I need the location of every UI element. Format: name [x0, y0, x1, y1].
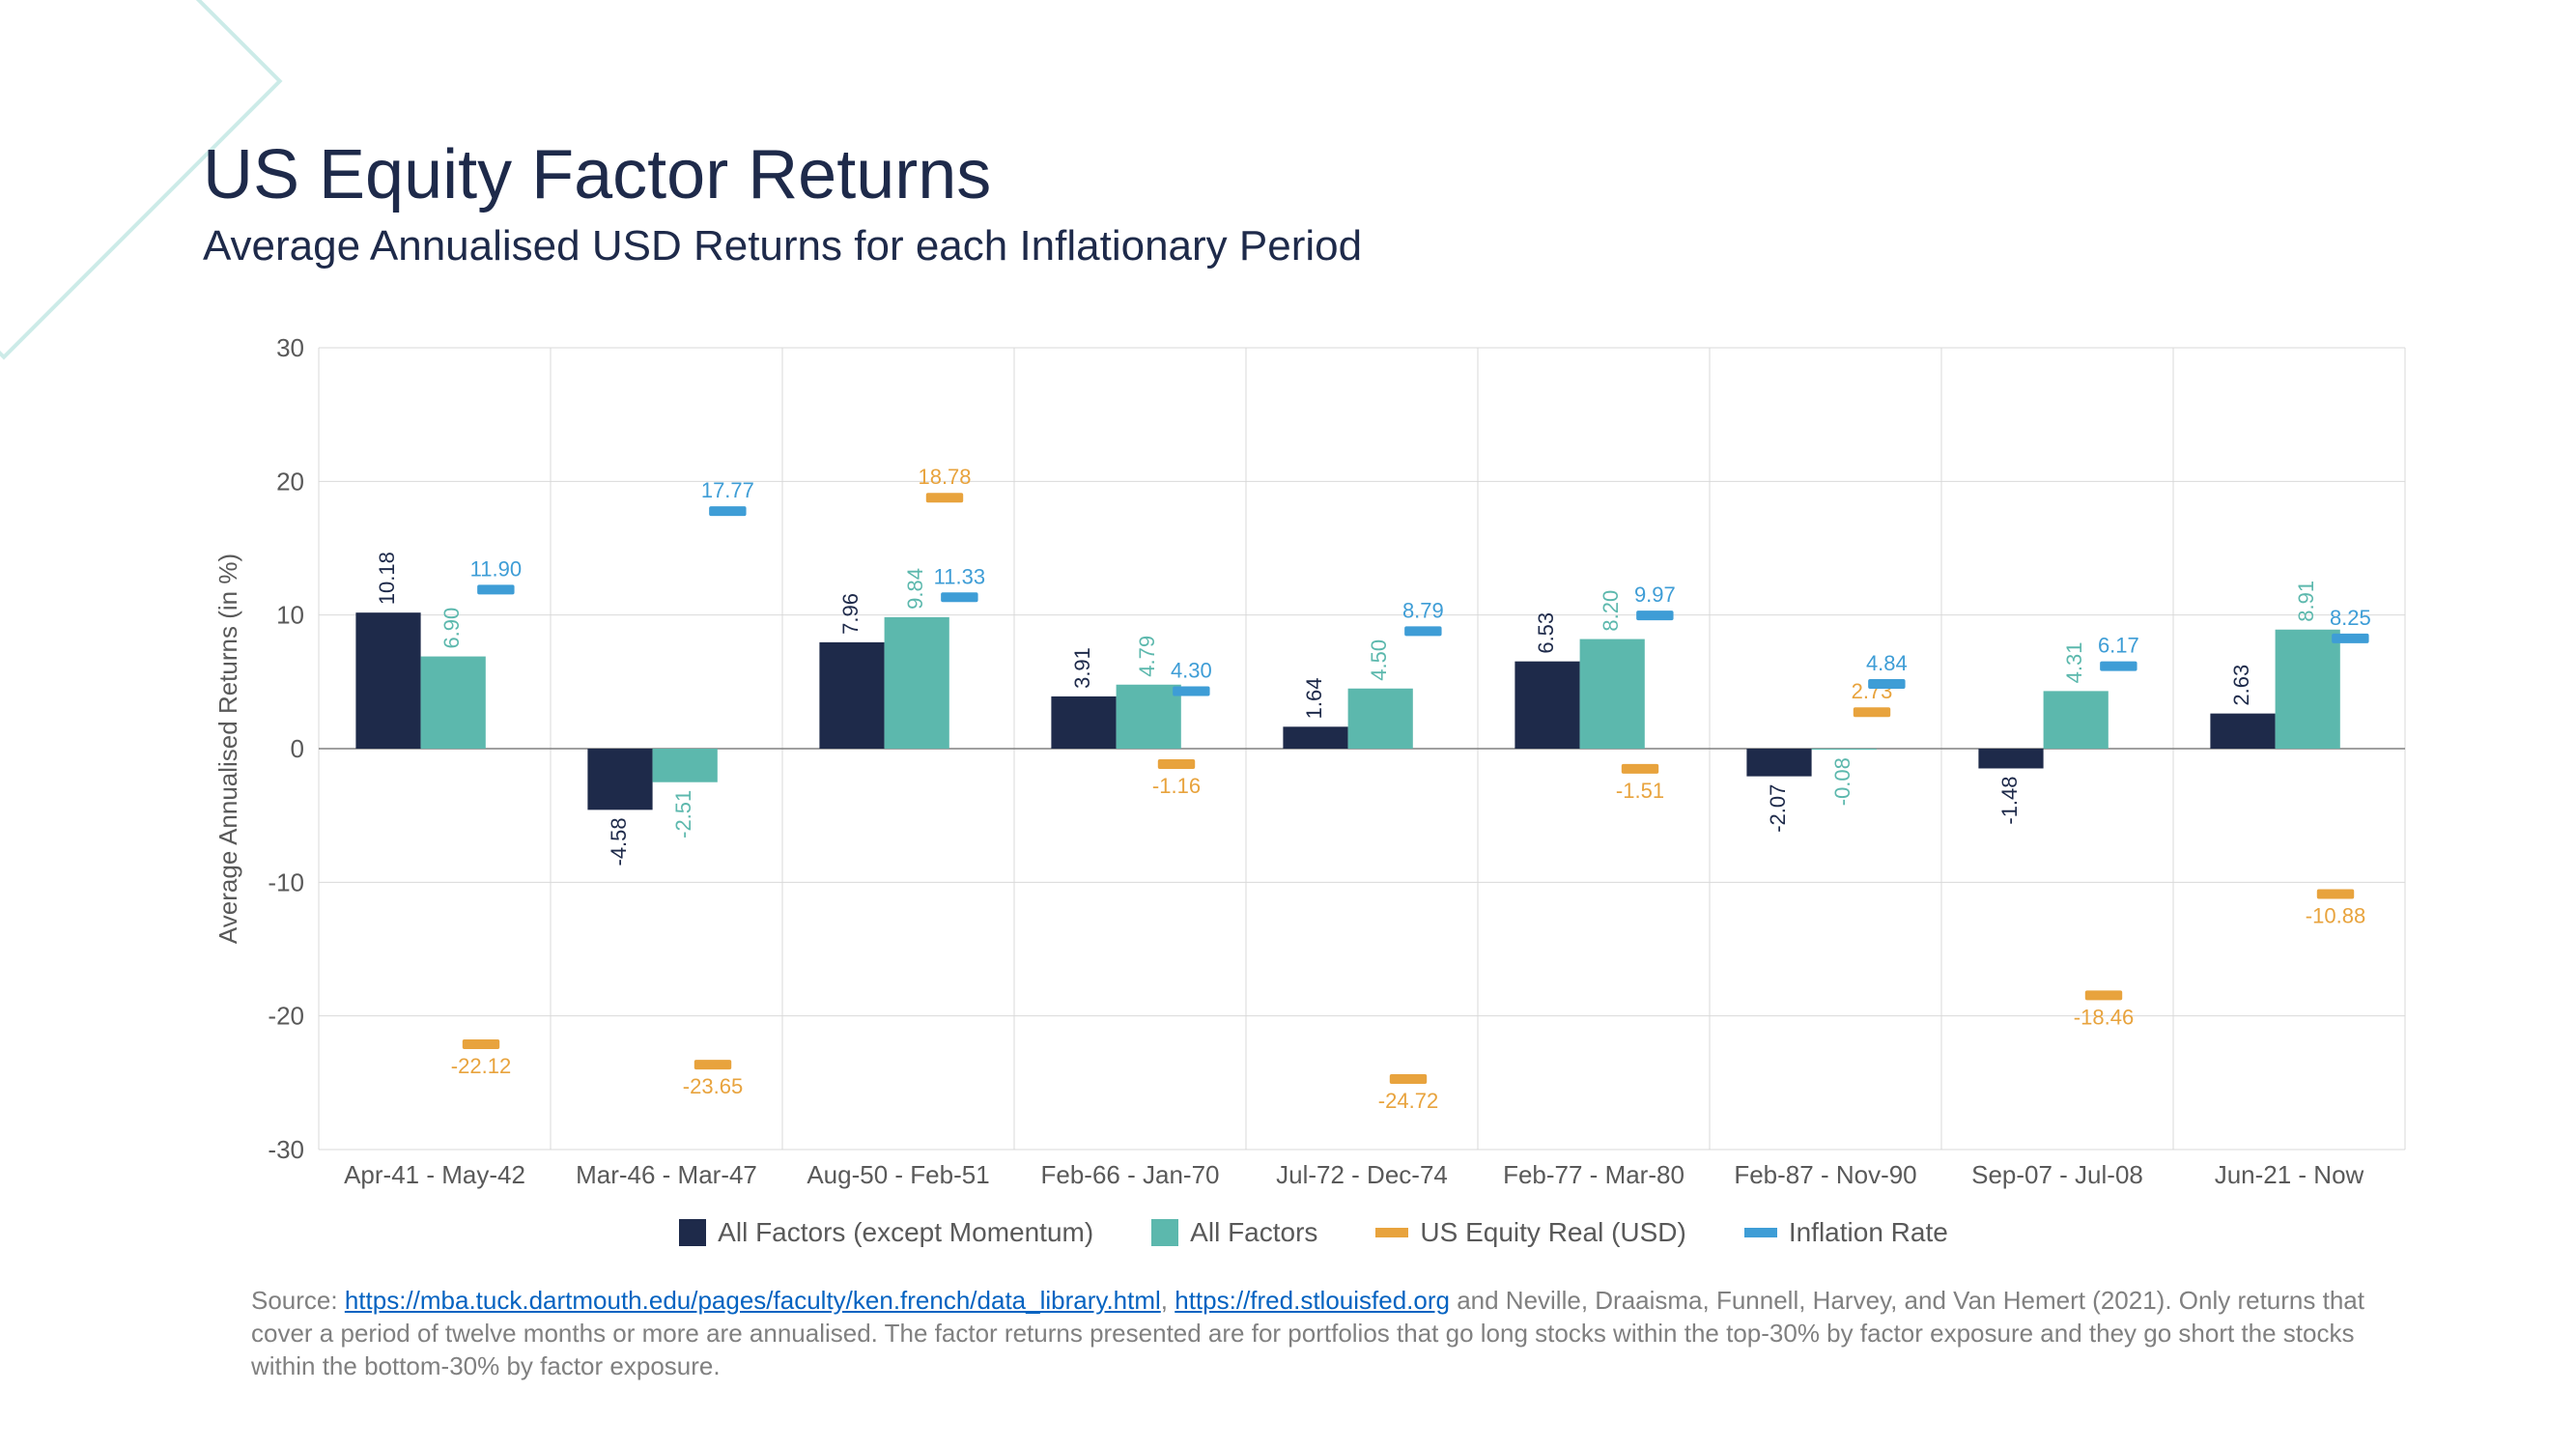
svg-text:1.64: 1.64 — [1302, 677, 1326, 719]
svg-text:-2.51: -2.51 — [671, 790, 695, 838]
chart-legend: All Factors (except Momentum) All Factors… — [203, 1217, 2424, 1248]
svg-text:-10: -10 — [268, 867, 304, 896]
svg-text:11.90: 11.90 — [470, 556, 522, 581]
svg-text:Mar-46 - Mar-47: Mar-46 - Mar-47 — [576, 1160, 757, 1189]
svg-text:9.97: 9.97 — [1634, 582, 1676, 607]
source-link-1[interactable]: https://mba.tuck.dartmouth.edu/pages/fac… — [345, 1286, 1161, 1315]
svg-text:-24.72: -24.72 — [1378, 1089, 1438, 1113]
legend-swatch — [1744, 1228, 1777, 1237]
svg-text:-2.07: -2.07 — [1766, 784, 1790, 833]
svg-text:Feb-66 - Jan-70: Feb-66 - Jan-70 — [1041, 1160, 1220, 1189]
svg-text:-4.58: -4.58 — [607, 817, 631, 866]
svg-text:7.96: 7.96 — [838, 593, 863, 635]
svg-text:10.18: 10.18 — [375, 552, 399, 605]
svg-text:-1.16: -1.16 — [1152, 774, 1201, 798]
header: US Equity Factor Returns Average Annuali… — [203, 135, 1362, 270]
svg-text:Feb-87 - Nov-90: Feb-87 - Nov-90 — [1734, 1160, 1916, 1189]
svg-text:-1.48: -1.48 — [1997, 776, 2022, 824]
svg-text:-1.51: -1.51 — [1616, 779, 1664, 803]
svg-text:18.78: 18.78 — [918, 465, 971, 489]
svg-text:Jul-72 - Dec-74: Jul-72 - Dec-74 — [1276, 1160, 1448, 1189]
svg-text:10: 10 — [276, 601, 304, 630]
svg-text:Aug-50 - Feb-51: Aug-50 - Feb-51 — [807, 1160, 989, 1189]
svg-text:8.25: 8.25 — [2330, 606, 2371, 630]
svg-text:Average Annualised Returns (in: Average Annualised Returns (in %) — [213, 554, 242, 944]
svg-text:-10.88: -10.88 — [2306, 904, 2365, 928]
svg-text:30: 30 — [276, 338, 304, 362]
svg-text:0: 0 — [291, 734, 304, 763]
legend-label: Inflation Rate — [1789, 1217, 1948, 1248]
svg-text:6.90: 6.90 — [439, 608, 464, 649]
svg-text:3.91: 3.91 — [1070, 647, 1094, 689]
svg-text:4.50: 4.50 — [1367, 639, 1391, 681]
svg-text:8.79: 8.79 — [1402, 598, 1444, 622]
svg-text:17.77: 17.77 — [701, 478, 754, 502]
svg-text:Sep-07 - Jul-08: Sep-07 - Jul-08 — [1971, 1160, 2143, 1189]
source-link-2[interactable]: https://fred.stlouisfed.org — [1175, 1286, 1450, 1315]
legend-label: All Factors (except Momentum) — [718, 1217, 1093, 1248]
svg-text:8.91: 8.91 — [2294, 581, 2318, 622]
legend-swatch — [1375, 1228, 1408, 1237]
legend-item: Inflation Rate — [1744, 1217, 1948, 1248]
svg-text:11.33: 11.33 — [934, 564, 985, 588]
svg-text:Feb-77 - Mar-80: Feb-77 - Mar-80 — [1503, 1160, 1684, 1189]
source-prefix: Source: — [251, 1286, 345, 1315]
svg-text:-23.65: -23.65 — [683, 1074, 743, 1098]
svg-text:-18.46: -18.46 — [2074, 1005, 2134, 1029]
svg-text:4.84: 4.84 — [1866, 651, 1908, 675]
svg-text:-20: -20 — [268, 1002, 304, 1031]
svg-text:8.20: 8.20 — [1599, 590, 1623, 632]
page-subtitle: Average Annualised USD Returns for each … — [203, 222, 1362, 270]
svg-text:4.30: 4.30 — [1171, 659, 1212, 683]
svg-text:Jun-21 - Now: Jun-21 - Now — [2215, 1160, 2364, 1189]
svg-text:6.17: 6.17 — [2098, 634, 2139, 658]
svg-text:9.84: 9.84 — [903, 568, 927, 610]
legend-label: All Factors — [1190, 1217, 1317, 1248]
legend-label: US Equity Real (USD) — [1420, 1217, 1685, 1248]
chart-container: -30 -20 -10 0 10 20 30 Apr-41 - May-42 Mar-46 - … — [203, 338, 2424, 1208]
svg-text:4.79: 4.79 — [1135, 636, 1159, 677]
svg-text:-0.08: -0.08 — [1830, 757, 1854, 806]
legend-swatch — [679, 1219, 706, 1246]
legend-item: US Equity Real (USD) — [1375, 1217, 1685, 1248]
svg-text:4.31: 4.31 — [2062, 642, 2086, 684]
svg-text:2.63: 2.63 — [2229, 665, 2253, 706]
svg-text:6.53: 6.53 — [1534, 612, 1558, 654]
legend-item: All Factors — [1151, 1217, 1317, 1248]
legend-item: All Factors (except Momentum) — [679, 1217, 1093, 1248]
factor-returns-chart: -30 -20 -10 0 10 20 30 Apr-41 - May-42 Mar-46 - … — [203, 338, 2424, 1208]
legend-swatch — [1151, 1219, 1178, 1246]
svg-text:Apr-41 - May-42: Apr-41 - May-42 — [344, 1160, 525, 1189]
svg-text:-22.12: -22.12 — [451, 1054, 511, 1078]
page-title: US Equity Factor Returns — [203, 135, 1362, 214]
source-footnote: Source: https://mba.tuck.dartmouth.edu/p… — [251, 1285, 2376, 1382]
svg-text:20: 20 — [276, 467, 304, 496]
source-sep: , — [1161, 1286, 1175, 1315]
svg-text:-30: -30 — [268, 1135, 304, 1164]
